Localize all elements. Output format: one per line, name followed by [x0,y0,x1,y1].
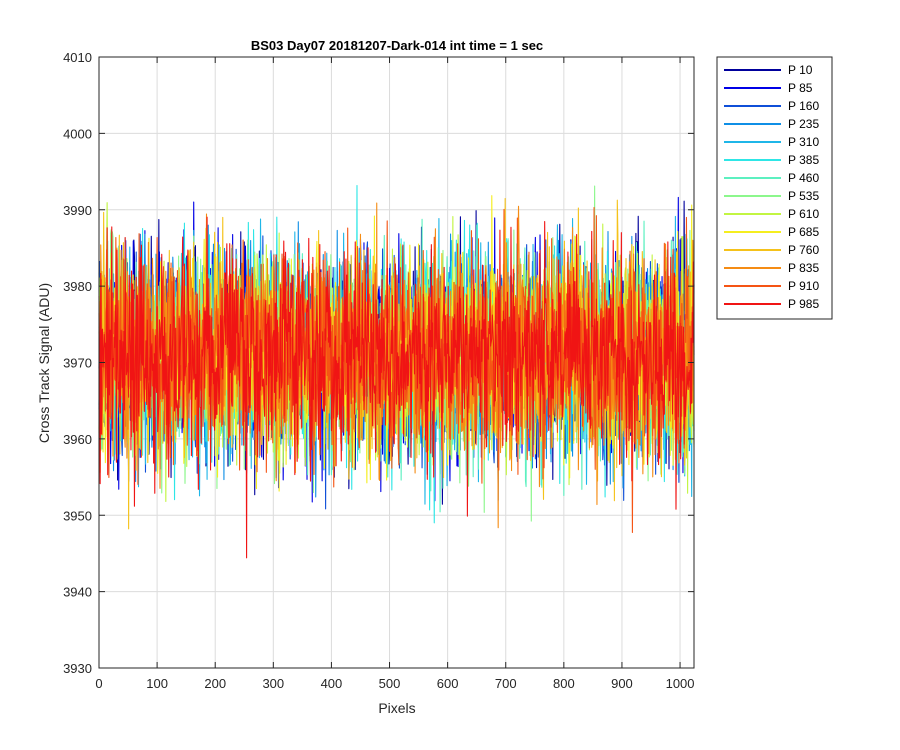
y-tick-label: 3940 [63,585,92,600]
legend-label: P 10 [788,63,813,77]
x-tick-label: 300 [262,676,284,691]
x-tick-label: 1000 [666,676,695,691]
y-tick-label: 4010 [63,50,92,65]
legend-label: P 85 [788,81,813,95]
x-tick-label: 500 [379,676,401,691]
series-layer [98,185,695,559]
x-tick-label: 400 [321,676,343,691]
legend-label: P 385 [788,153,819,167]
y-tick-label: 3980 [63,279,92,294]
legend-label: P 685 [788,225,819,239]
legend-label: P 160 [788,99,819,113]
x-tick-label: 100 [146,676,168,691]
series-line-p-985 [98,216,695,559]
y-tick-label: 3930 [63,661,92,676]
legend-label: P 910 [788,279,819,293]
x-tick-label: 0 [95,676,102,691]
legend-label: P 835 [788,261,819,275]
y-tick-label: 4000 [63,126,92,141]
legend-label: P 610 [788,207,819,221]
legend: P 10 P 85 P 160 P 235 P 310 P 385 P 460 P 535 P … [716,56,833,320]
legend-label: P 310 [788,135,819,149]
legend-label: P 535 [788,189,819,203]
x-tick-label: 600 [437,676,459,691]
x-axis-title: Pixels [378,700,415,716]
y-tick-label: 3960 [63,432,92,447]
legend-label: P 460 [788,171,819,185]
legend-label: P 235 [788,117,819,131]
chart-title: BS03 Day07 20181207-Dark-014 int time = … [251,38,543,53]
y-axis-title: Cross Track Signal (ADU) [36,283,52,443]
y-tick-label: 3990 [63,203,92,218]
legend-box [716,56,833,320]
x-tick-label: 900 [611,676,633,691]
x-tick-label: 700 [495,676,517,691]
legend-label: P 985 [788,297,819,311]
legend-label: P 760 [788,243,819,257]
ticks: 0 100 200 300 400 500 600 700 800 900 1000 3930 3940… [63,50,694,691]
x-tick-label: 800 [553,676,575,691]
y-tick-label: 3950 [63,508,92,523]
x-tick-label: 200 [204,676,226,691]
y-tick-label: 3970 [63,356,92,371]
